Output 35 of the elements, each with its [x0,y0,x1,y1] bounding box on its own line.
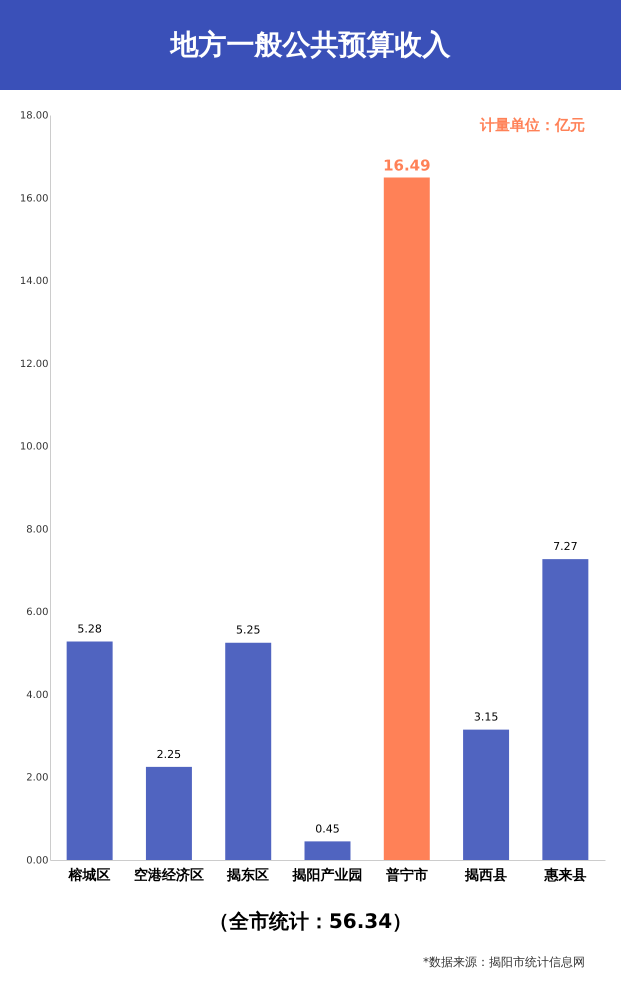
y-tick-label: 8.00 [26,524,48,536]
x-tick-label: 惠来县 [543,868,586,884]
y-tick-label: 16.00 [20,193,48,204]
bar [225,642,272,860]
bar [384,177,430,860]
y-tick-label: 10.00 [20,442,48,453]
x-tick-label: 揭西县 [464,868,508,884]
x-tick-label: 揭阳产业园 [292,866,362,884]
x-tick-label: 揭东区 [226,866,270,884]
y-tick-label: 2.00 [26,772,48,784]
text: *数据来源：揭阳市统计信息网 [423,955,585,969]
data-label: 5.25 [236,624,260,637]
bar [463,730,510,860]
data-label: 5.28 [77,622,102,636]
y-tick-label: 12.00 [20,358,48,370]
x-tick-label: 榕城区 [68,866,111,884]
data-label: 3.15 [474,710,498,724]
y-tick-label: 18.00 [20,110,48,122]
text: （全市统计：56.34） [208,909,412,933]
bar [304,841,350,860]
y-tick-label: 14.00 [20,276,48,288]
y-tick-label: 6.00 [26,607,48,618]
y-tick-label: 0.00 [26,856,48,866]
data-label: 2.25 [156,748,182,761]
data-label: 0.45 [315,822,340,836]
bar [146,766,192,860]
bar [542,559,588,860]
data-label: 7.27 [553,540,578,554]
x-tick-label: 普宁市 [384,866,428,884]
chart-title: 地方一般公共预算收入 [168,28,452,61]
y-tick-label: 4.00 [26,690,48,701]
x-tick-label: 空港经济区 [134,866,204,884]
bar [66,641,113,860]
annotation: 计量单位：亿元 [479,116,585,134]
data-label: 16.49 [383,156,431,174]
